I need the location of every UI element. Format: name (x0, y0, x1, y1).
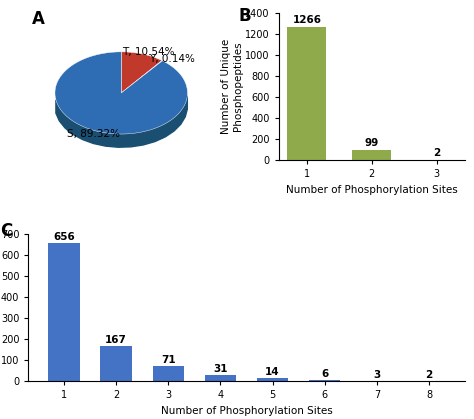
Text: S, 89.32%: S, 89.32% (67, 129, 120, 139)
Text: 1266: 1266 (292, 15, 321, 25)
Polygon shape (55, 52, 188, 134)
Text: 71: 71 (161, 355, 175, 365)
Y-axis label: Number of Unique
Phosphopeptides: Number of Unique Phosphopeptides (221, 39, 243, 134)
Bar (287, 27, 326, 160)
Bar (153, 366, 184, 381)
Text: 99: 99 (365, 137, 379, 147)
Polygon shape (121, 52, 162, 93)
Bar (257, 378, 288, 381)
Text: 3: 3 (373, 370, 381, 380)
Polygon shape (121, 60, 163, 93)
Bar (361, 380, 392, 381)
X-axis label: Number of Phosphorylation Sites: Number of Phosphorylation Sites (161, 406, 332, 416)
Text: 656: 656 (53, 232, 75, 242)
Polygon shape (56, 96, 187, 147)
Text: 31: 31 (213, 364, 228, 374)
Text: 167: 167 (105, 335, 127, 345)
Text: 14: 14 (265, 367, 280, 377)
Text: Y, 0.14%: Y, 0.14% (149, 54, 195, 64)
Bar (309, 380, 340, 381)
Bar (48, 243, 80, 381)
Bar (205, 375, 236, 381)
Text: C: C (0, 222, 12, 240)
Bar (352, 150, 391, 160)
X-axis label: Number of Phosphorylation Sites: Number of Phosphorylation Sites (286, 185, 457, 195)
Text: A: A (32, 10, 45, 28)
Text: B: B (238, 7, 251, 25)
Text: T, 10.54%: T, 10.54% (122, 47, 174, 57)
Bar (100, 346, 132, 381)
Text: 2: 2 (433, 148, 440, 158)
Text: 6: 6 (321, 369, 328, 379)
Text: 2: 2 (426, 370, 433, 380)
